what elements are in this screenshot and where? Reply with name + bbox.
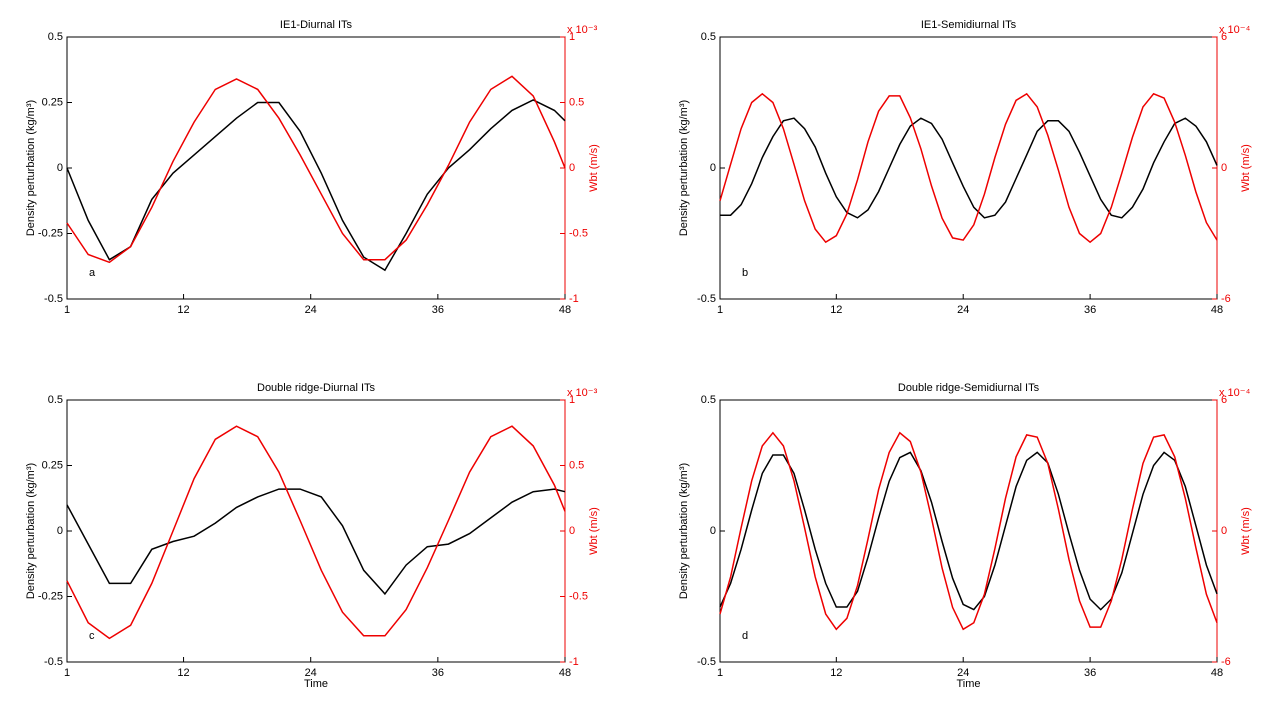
- x-tick-label: 48: [559, 304, 571, 316]
- y2-tick-label: 1: [569, 394, 575, 406]
- y-tick-label: 0: [57, 162, 63, 174]
- y2-multiplier: x 10⁻⁴: [1219, 387, 1251, 399]
- y2-tick-label: -6: [1221, 293, 1231, 305]
- plot-frame: [66, 36, 566, 300]
- y-tick-label: -0.5: [697, 293, 716, 305]
- y2-tick-label: -1: [569, 656, 579, 668]
- panel-letter: b: [742, 267, 748, 279]
- x-tick-label: 1: [717, 667, 723, 679]
- x-tick-label: 12: [177, 304, 189, 316]
- y-tick-label: 0.5: [701, 31, 716, 43]
- x-tick-label: 48: [1211, 667, 1223, 679]
- y-tick-label: -0.25: [38, 227, 63, 239]
- chart-title: IE1-Diurnal ITs: [280, 19, 353, 31]
- x-axis-label: Time: [956, 678, 980, 690]
- data-line: [66, 425, 566, 640]
- y-tick-label: 0: [710, 162, 716, 174]
- y2-tick-label: 1: [569, 31, 575, 43]
- x-tick-label: 24: [957, 667, 969, 679]
- y2-tick-label: 0.5: [569, 96, 584, 108]
- data-line: [719, 451, 1218, 611]
- x-tick-label: 48: [1211, 304, 1223, 316]
- y-axis-label: Density perturbation (kg/m³): [25, 100, 37, 236]
- y2-tick-label: 6: [1221, 394, 1227, 406]
- chart-title: Double ridge-Semidiurnal ITs: [898, 382, 1040, 394]
- x-tick-label: 24: [305, 667, 317, 679]
- y-tick-label: 0.25: [42, 96, 63, 108]
- x-tick-label: 1: [64, 304, 70, 316]
- x-tick-label: 24: [305, 304, 317, 316]
- x-tick-label: 48: [559, 667, 571, 679]
- y-tick-label: 0: [57, 525, 63, 537]
- y2-multiplier: x 10⁻³: [567, 387, 598, 399]
- y2-axis-label: Wbt (m/s): [588, 144, 600, 192]
- y-axis-label: Density perturbation (kg/m³): [25, 463, 37, 599]
- x-tick-label: 36: [432, 304, 444, 316]
- x-tick-label: 12: [830, 304, 842, 316]
- y2-multiplier: x 10⁻³: [567, 24, 598, 36]
- data-line: [719, 431, 1218, 631]
- y-tick-label: 0.5: [701, 394, 716, 406]
- y-tick-label: -0.5: [44, 656, 63, 668]
- data-line: [720, 117, 1218, 219]
- y2-axis-label: Wbt (m/s): [588, 507, 600, 555]
- y-tick-label: 0.25: [42, 459, 63, 471]
- y2-multiplier: x 10⁻⁴: [1219, 24, 1251, 36]
- x-tick-label: 36: [1084, 667, 1096, 679]
- x-axis-label: Time: [304, 678, 328, 690]
- y2-tick-label: 0: [569, 525, 575, 537]
- x-tick-label: 12: [830, 667, 842, 679]
- y-tick-label: 0.5: [48, 31, 63, 43]
- panel-letter: d: [742, 630, 748, 642]
- panel-letter: c: [89, 630, 95, 642]
- y2-tick-label: -0.5: [569, 590, 588, 602]
- y-tick-label: -0.5: [697, 656, 716, 668]
- x-tick-label: 1: [64, 667, 70, 679]
- y2-axis-label: Wbt (m/s): [1240, 144, 1252, 192]
- y2-tick-label: 6: [1221, 31, 1227, 43]
- x-tick-label: 36: [432, 667, 444, 679]
- y-axis-label: Density perturbation (kg/m³): [678, 100, 690, 236]
- chart-title: Double ridge-Diurnal ITs: [257, 382, 375, 394]
- plot-frame: [66, 399, 566, 663]
- x-tick-label: 12: [177, 667, 189, 679]
- y-tick-label: -0.25: [38, 590, 63, 602]
- y2-tick-label: 0: [1221, 162, 1227, 174]
- y2-tick-label: 0.5: [569, 459, 584, 471]
- y-tick-label: -0.5: [44, 293, 63, 305]
- y2-tick-label: -1: [569, 293, 579, 305]
- x-tick-label: 24: [957, 304, 969, 316]
- x-tick-label: 1: [717, 304, 723, 316]
- y-tick-label: 0: [710, 525, 716, 537]
- y2-tick-label: -0.5: [569, 227, 588, 239]
- data-line: [66, 488, 566, 596]
- data-line: [719, 92, 1218, 244]
- x-tick-label: 36: [1084, 304, 1096, 316]
- panel-letter: a: [89, 267, 96, 279]
- chart-title: IE1-Semidiurnal ITs: [921, 19, 1017, 31]
- data-line: [66, 99, 566, 272]
- y2-tick-label: -6: [1221, 656, 1231, 668]
- y2-tick-label: 0: [569, 162, 575, 174]
- y-axis-label: Density perturbation (kg/m³): [678, 463, 690, 599]
- plot-frame: [719, 399, 1218, 663]
- y-tick-label: 0.5: [48, 394, 63, 406]
- y2-tick-label: 0: [1221, 525, 1227, 537]
- y2-axis-label: Wbt (m/s): [1240, 507, 1252, 555]
- data-line: [66, 75, 566, 264]
